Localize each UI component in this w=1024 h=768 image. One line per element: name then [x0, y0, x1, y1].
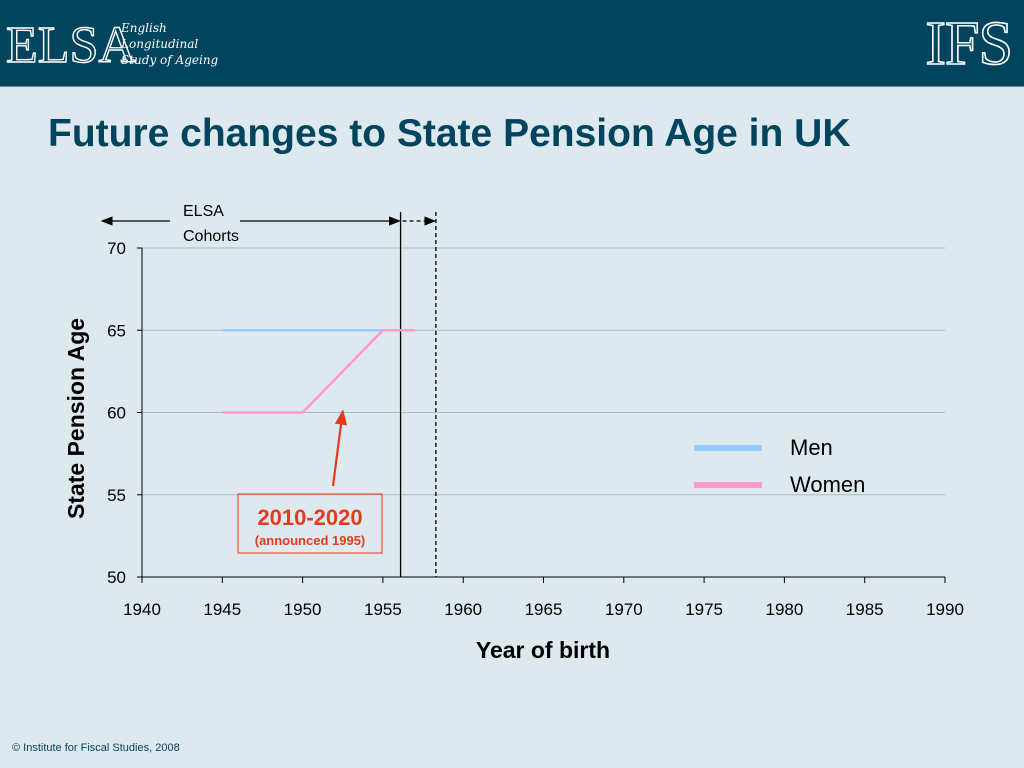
x-tick-label: 1980 — [765, 600, 803, 619]
x-tick-label: 1965 — [525, 600, 563, 619]
elsa-subtitle-line-2: Longitudinal — [121, 37, 199, 51]
ifs-logo: IFS — [925, 10, 1014, 78]
elsa-cohorts-label-line-2: Cohorts — [183, 228, 239, 245]
x-tick-label: 1960 — [444, 600, 482, 619]
y-tick-label: 60 — [107, 404, 126, 423]
x-tick-label: 1955 — [364, 600, 402, 619]
elsa-subtitle-line-3: Study of Ageing — [121, 53, 219, 67]
pension-age-chart: 50 55 60 65 70 1940 1945 1950 1955 1960 1965 1970 19… — [63, 203, 964, 663]
x-tick-label: 1990 — [926, 600, 964, 619]
x-tick-label: 1940 — [123, 600, 161, 619]
series-line-women — [222, 329, 416, 414]
callout-title: 2010-2020 — [257, 505, 362, 530]
slide-title: Future changes to State Pension Age in U… — [48, 112, 851, 155]
x-tick-label: 1945 — [203, 600, 241, 619]
x-axis-title: Year of birth — [476, 637, 610, 663]
legend-label-women: Women — [790, 472, 865, 497]
header-bar: ELSA English Longitudinal Study of Agein… — [0, 0, 1024, 86]
elsa-subtitle: English Longitudinal Study of Ageing — [121, 20, 218, 68]
callout-arrow — [331, 409, 348, 487]
legend-label-men: Men — [790, 435, 833, 460]
header-divider — [0, 86, 1024, 87]
y-tick-label: 50 — [107, 568, 126, 587]
x-tick-label: 1970 — [605, 600, 643, 619]
x-tick-label: 1975 — [685, 600, 723, 619]
x-tick-label: 1950 — [284, 600, 322, 619]
y-tick-label: 55 — [107, 486, 126, 505]
y-tick-label: 70 — [107, 239, 126, 258]
elsa-subtitle-line-1: English — [121, 21, 167, 35]
x-tick-label: 1985 — [846, 600, 884, 619]
elsa-cohorts-label-line-1: ELSA — [183, 203, 224, 220]
y-tick-label: 65 — [107, 321, 126, 340]
copyright-footer: © Institute for Fiscal Studies, 2008 — [12, 742, 180, 754]
y-axis-title: State Pension Age — [63, 318, 89, 519]
callout-subtitle: (announced 1995) — [255, 533, 366, 548]
callout-box — [237, 493, 383, 554]
elsa-logo: ELSA — [5, 17, 136, 74]
